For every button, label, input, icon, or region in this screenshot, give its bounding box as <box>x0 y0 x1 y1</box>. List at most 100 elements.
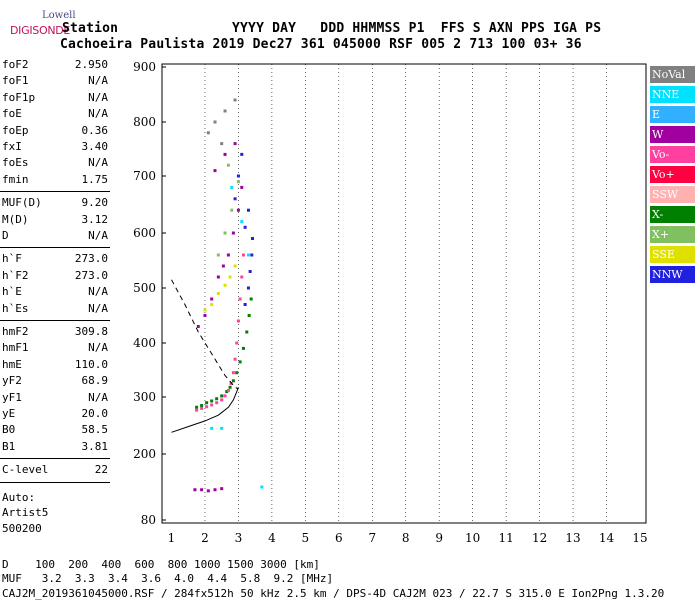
data-point-nne <box>230 185 234 189</box>
param-value: 2.950 <box>74 58 108 71</box>
param-row: foF1 N/A <box>2 74 108 90</box>
x-tick-label: 4 <box>268 531 276 545</box>
data-point-x- <box>226 163 230 167</box>
plot-frame <box>161 63 647 524</box>
data-point-nnw <box>246 208 250 212</box>
data-point-nnw <box>236 174 240 178</box>
param-value: 0.36 <box>81 123 109 137</box>
electron-density-profile-curve <box>171 387 239 433</box>
data-point-x- <box>230 208 234 212</box>
data-point-vo- <box>241 253 245 257</box>
data-point-x- <box>245 330 249 334</box>
data-point-w <box>233 142 237 146</box>
data-point-nnw <box>246 286 250 290</box>
data-point-vo- <box>229 382 233 385</box>
x-tick-label: 7 <box>368 531 376 545</box>
param-name: D <box>2 229 9 242</box>
x-tick-label: 13 <box>565 531 580 545</box>
data-point-w <box>200 488 204 492</box>
param-row: MUF(D) 9.20 <box>2 196 108 212</box>
data-point-w <box>206 489 210 493</box>
data-point-vo- <box>210 403 214 407</box>
param-row: h`E N/A <box>2 285 108 301</box>
param-value: N/A <box>88 229 108 242</box>
auto-info-line: Auto: <box>2 490 36 504</box>
param-value: 309.8 <box>74 325 108 338</box>
data-point-x- <box>235 371 239 375</box>
data-point-nnw <box>250 237 254 240</box>
param-value: 22 <box>94 463 108 477</box>
data-point-noval <box>233 98 237 102</box>
data-point-vo- <box>240 275 244 279</box>
param-name: hmF1 <box>2 341 29 355</box>
param-row: foF1p N/A <box>2 91 108 107</box>
data-point-sse <box>216 292 220 295</box>
param-row: D N/A <box>2 229 108 245</box>
y-tick-label: 200 <box>133 447 156 461</box>
param-name: foF1p <box>2 90 36 104</box>
param-separator <box>0 458 110 460</box>
legend-item-noval: NoVal <box>650 66 695 83</box>
param-value: N/A <box>88 301 108 315</box>
param-row: yE 20.0 <box>2 407 108 423</box>
x-tick-label: 10 <box>465 531 480 545</box>
param-row: foF2 2.950 <box>2 58 108 74</box>
x-tick-label: 2 <box>201 531 209 545</box>
data-point-x- <box>220 394 224 398</box>
param-row: foEp 0.36 <box>2 124 108 140</box>
data-point-w <box>240 185 244 189</box>
x-tick-label: 12 <box>532 531 547 545</box>
legend-item-nne: NNE <box>650 86 695 103</box>
data-point-vo- <box>233 357 237 361</box>
data-point-nnw <box>250 253 254 257</box>
data-point-vo- <box>215 401 219 405</box>
x-tick-label: 3 <box>235 531 243 545</box>
param-value: 3.40 <box>81 140 109 153</box>
param-value: N/A <box>88 90 108 104</box>
data-point-vo- <box>236 319 240 323</box>
data-point-w <box>203 314 207 317</box>
x-tick-label: 6 <box>335 531 343 545</box>
param-value: 58.5 <box>81 423 109 437</box>
param-name: foE <box>2 107 22 121</box>
param-row: hmE 110.0 <box>2 358 108 374</box>
param-row: h`Es N/A <box>2 302 108 318</box>
data-point-x- <box>225 390 229 394</box>
param-name: hmF2 <box>2 325 29 338</box>
x-tick-label: 14 <box>599 531 615 545</box>
param-value: N/A <box>88 390 108 404</box>
y-tick-label: 400 <box>133 336 156 350</box>
param-row: M(D) 3.12 <box>2 213 108 229</box>
x-tick-label: 15 <box>632 531 647 545</box>
digisonde-logo: Lowell DIGISONDE <box>6 10 76 40</box>
data-point-x- <box>241 346 245 350</box>
param-name: yF1 <box>2 390 22 404</box>
data-point-sse <box>233 264 237 268</box>
param-name: yF2 <box>2 374 22 388</box>
data-point-noval <box>206 131 210 135</box>
param-row: hmF2 309.8 <box>2 325 108 341</box>
data-point-w <box>220 487 224 491</box>
data-point-vo- <box>200 406 204 410</box>
param-name: hmE <box>2 357 22 371</box>
data-point-vo- <box>205 405 209 409</box>
param-separator <box>0 247 110 249</box>
data-point-x- <box>216 253 220 257</box>
data-point-w <box>213 488 217 492</box>
file-info-row: CAJ2M_2019361045000.RSF / 284fx512h 50 k… <box>2 587 665 600</box>
param-separator <box>0 481 110 483</box>
data-point-vo- <box>231 371 235 375</box>
param-value: 273.0 <box>74 268 108 282</box>
data-point-x- <box>215 397 219 401</box>
data-point-vo- <box>195 408 199 412</box>
auto-info-line: 500200 <box>2 521 42 535</box>
param-name: foF1 <box>2 74 29 88</box>
param-row: foE N/A <box>2 107 108 123</box>
param-separator <box>0 320 110 321</box>
data-point-sse <box>203 308 207 312</box>
param-value: 3.81 <box>81 439 109 453</box>
data-point-x- <box>236 180 240 184</box>
data-point-noval <box>220 142 224 146</box>
param-row: B0 58.5 <box>2 423 108 439</box>
param-name: h`E <box>2 285 22 299</box>
